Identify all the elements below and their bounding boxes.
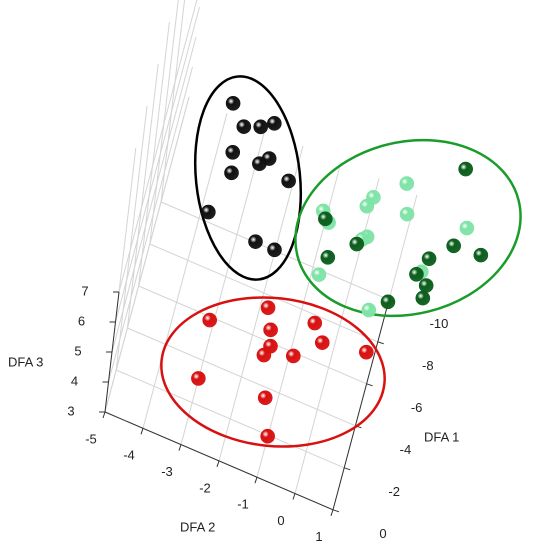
grid-line	[149, 243, 378, 343]
grid-line	[160, 0, 186, 203]
y-tick-label: -6	[411, 400, 423, 415]
data-point	[473, 247, 489, 263]
y-axis-line	[332, 299, 390, 510]
data-point	[285, 348, 301, 364]
data-point	[225, 96, 241, 111]
data-point	[314, 335, 330, 350]
data-point	[236, 119, 252, 134]
data-point	[415, 290, 431, 306]
z-tick-label: 4	[71, 373, 78, 388]
data-point	[202, 312, 217, 328]
z-axis-title: DFA 3	[8, 354, 43, 369]
z-tick-label: 6	[78, 313, 85, 328]
data-point	[399, 176, 415, 191]
data-point	[307, 315, 323, 331]
data-point	[409, 267, 424, 282]
data-point	[361, 302, 377, 318]
data-point	[349, 236, 365, 252]
data-point	[256, 347, 272, 363]
data-point	[421, 251, 437, 266]
y-axis-title: DFA 1	[424, 429, 459, 444]
y-tick	[332, 509, 340, 513]
y-tick	[377, 341, 384, 345]
x-tick	[292, 493, 296, 500]
data-point	[380, 294, 396, 310]
x-tick	[216, 460, 220, 468]
grid-line	[126, 63, 159, 329]
data-point	[320, 250, 336, 265]
x-tick-label: -1	[237, 497, 249, 512]
z-tick-label: 7	[81, 283, 88, 298]
data-point	[267, 116, 282, 131]
x-tick-label: 1	[315, 529, 322, 544]
data-point	[248, 234, 263, 249]
cluster-ellipse	[294, 138, 522, 318]
data-point	[267, 242, 282, 258]
data-point	[253, 119, 269, 135]
data-point	[459, 220, 475, 236]
y-tick-label: -2	[388, 484, 400, 499]
grid-line	[118, 0, 198, 293]
data-point	[281, 173, 296, 189]
data-point	[257, 390, 273, 406]
grid-line	[142, 113, 228, 429]
x-tick-label: -4	[123, 448, 135, 463]
x-tick-label: -3	[161, 464, 173, 479]
data-point	[358, 344, 374, 360]
cluster-ellipse	[193, 75, 303, 281]
x-tick	[140, 428, 144, 435]
y-tick-label: -10	[430, 316, 449, 331]
data-point	[260, 300, 276, 315]
grid-line	[111, 36, 197, 353]
x-tick	[330, 509, 334, 516]
points-layer	[191, 96, 489, 444]
y-tick-label: 0	[379, 526, 386, 541]
x-tick-label: -2	[199, 480, 211, 495]
y-tick-label: -8	[422, 358, 434, 373]
x-tick	[102, 411, 106, 419]
y-tick	[366, 383, 373, 387]
data-point	[191, 371, 206, 386]
x-tick	[178, 444, 182, 451]
grid-line	[218, 145, 304, 462]
grid-line	[115, 105, 148, 371]
grid-line	[180, 129, 266, 445]
z-tick-label: 3	[67, 403, 74, 418]
data-point	[224, 165, 239, 181]
x-tick-label: 0	[277, 513, 284, 528]
data-point	[446, 238, 461, 254]
data-point	[458, 161, 473, 177]
data-point	[359, 198, 375, 214]
y-tick-label: -4	[400, 442, 412, 457]
y-tick	[344, 467, 351, 471]
data-point	[225, 145, 241, 160]
data-point	[311, 267, 327, 282]
data-point	[318, 211, 333, 227]
grid-line	[116, 369, 345, 469]
data-point	[261, 151, 277, 166]
grid-line	[138, 285, 367, 385]
grid-line	[104, 96, 190, 413]
grid-line	[108, 66, 193, 383]
grid-line	[149, 0, 179, 245]
x-axis-title: DFA 2	[180, 519, 215, 534]
data-point	[201, 204, 216, 220]
data-point	[263, 322, 278, 338]
z-tick-label: 5	[74, 343, 81, 358]
data-point	[399, 206, 415, 222]
data-point	[418, 278, 434, 293]
cluster-ellipses	[160, 75, 522, 448]
x-tick	[254, 477, 258, 484]
cluster-ellipse	[160, 296, 386, 448]
grid-line	[115, 6, 200, 323]
grid-line	[138, 21, 170, 287]
data-point	[260, 428, 275, 444]
x-tick-label: -5	[85, 431, 97, 446]
